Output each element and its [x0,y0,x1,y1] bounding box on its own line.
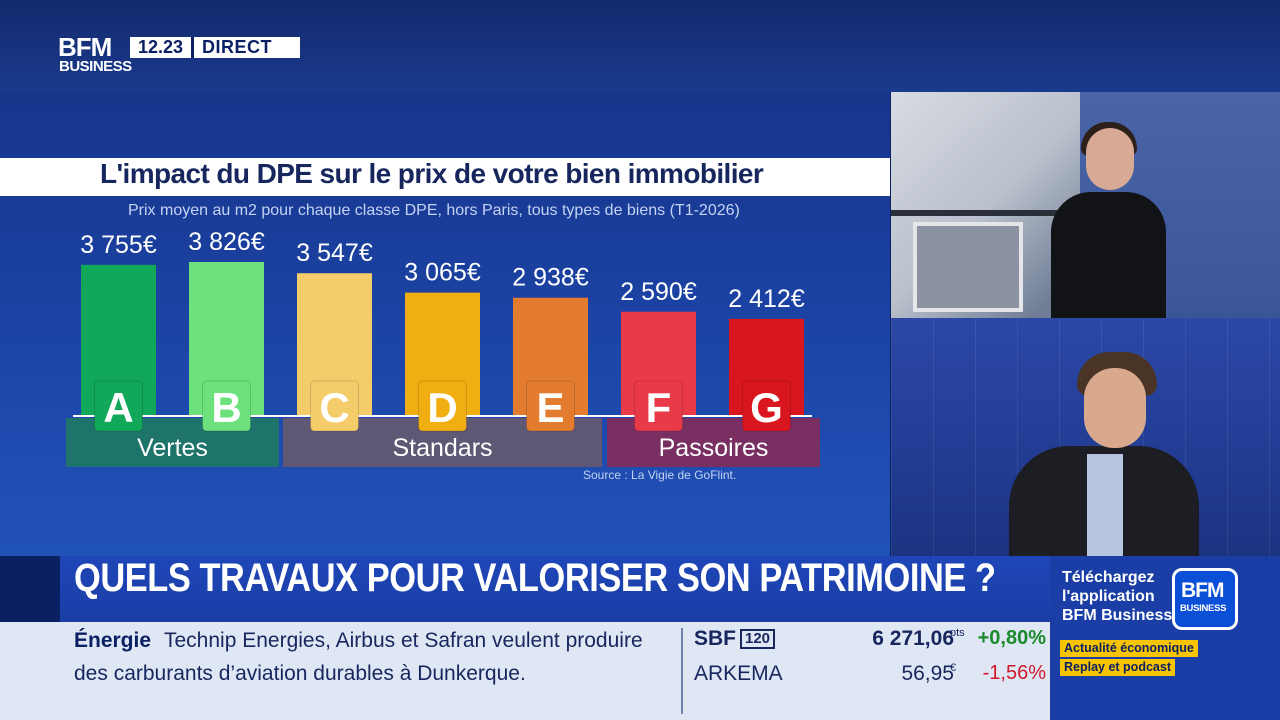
app-promo: Téléchargez l'application BFM Business B… [1050,556,1280,720]
category-label: G [750,384,783,431]
promo-line-2: l'application [1062,588,1155,605]
category-label: B [211,384,241,431]
group-label: Vertes [137,434,208,462]
value-label: 3 755€ [80,231,157,259]
ticker-divider [681,628,683,714]
category-label: A [103,384,133,431]
time-label: 12.23 [130,37,195,58]
quote-name: ARKEMA [694,662,783,685]
camera-view-presenter [891,92,1280,318]
guest-head [1084,368,1146,448]
value-label: 3 065€ [404,259,481,287]
quote-unit: € [950,662,957,674]
category-label: F [646,384,672,431]
promo-logo-top: BFM [1181,579,1224,602]
category-label: C [319,384,349,431]
quote-value: 6 271,06 [872,627,954,650]
news-line-2: des carburants d’aviation durables à Dun… [74,662,526,685]
logo-bottom-text: BUSINESS [59,58,132,75]
dpe-bar-chart: Vertes Standars Passoires 3 755€ 3 826€ 3 547… [66,228,820,467]
promo-tag-news: Actualité économique [1060,640,1198,657]
quote-badge: 120 [740,629,776,649]
chart-subtitle: Prix moyen au m2 pour chaque classe DPE,… [128,202,740,219]
camera-view-guest [891,318,1280,556]
headline-banner: QUELS TRAVAUX POUR VALORISER SON PATRIMO… [60,556,1050,622]
quote-row-arkema: ARKEMA 56,95 € -1,56% [694,662,1046,690]
category-label: D [427,384,457,431]
quote-row-sbf: SBF 120 6 271,06 pts +0,80% [694,627,1046,655]
news-ticker: Énergie Technip Energies, Airbus et Safr… [0,622,1050,720]
class-badge-a [94,380,143,432]
promo-line-3: BFM Business [1062,607,1173,624]
value-label: 2 590€ [620,278,697,306]
promo-logo-bottom: BUSINESS [1180,603,1227,614]
quote-unit: pts [950,627,965,639]
chart-title: L'impact du DPE sur le prix de votre bie… [100,158,764,189]
quote-change: -1,56% [982,662,1046,684]
headline-text: QUELS TRAVAUX POUR VALORISER SON PATRIMO… [74,556,996,600]
top-bar: BFM BUSINESS 12.23 DIRECT [0,0,1280,92]
value-label: 3 547€ [296,239,373,267]
quote-name: SBF 120 [694,627,776,651]
chart-source: Source : La Vigie de GoFlint. [583,468,737,482]
presenter-body [1051,192,1166,318]
promo-line-1: Téléchargez [1062,569,1155,586]
value-label: 2 938€ [512,264,589,292]
promo-tag-replay: Replay et podcast [1060,659,1175,676]
title-band [0,158,890,196]
live-clock: 12.23 DIRECT [130,37,300,58]
bfm-business-logo: BFM BUSINESS [58,32,132,80]
guest-shirt [1087,454,1123,556]
quote-change: +0,80% [977,627,1046,649]
group-label: Passoires [659,434,769,462]
news-category: Énergie [74,629,152,652]
presenter-head [1086,128,1134,190]
category-label: E [536,384,564,431]
news-line-1: Technip Energies, Airbus et Safran veule… [164,629,643,652]
class-badge-b [202,380,251,432]
group-label: Standars [392,434,492,462]
live-label: DIRECT [202,37,273,57]
building-window [913,222,1023,312]
balcony-rail [891,210,1091,216]
class-badge-c [310,380,359,432]
value-label: 2 412€ [728,285,805,313]
quote-value: 56,95 [901,662,954,685]
logo-top-text: BFM [58,32,112,62]
promo-app-logo: BFM BUSINESS [1172,568,1238,630]
class-badge-d [418,380,467,432]
class-badge-g [742,380,791,432]
chart-panel: L'impact du DPE sur le prix de votre bie… [0,92,890,556]
value-label: 3 826€ [188,228,265,256]
promo-text: Téléchargez l'application BFM Business [1062,568,1172,625]
market-quotes: SBF 120 6 271,06 pts +0,80% ARKEMA 56,95 … [694,622,1046,720]
class-badge-f [634,380,683,432]
class-badge-e [526,380,575,432]
